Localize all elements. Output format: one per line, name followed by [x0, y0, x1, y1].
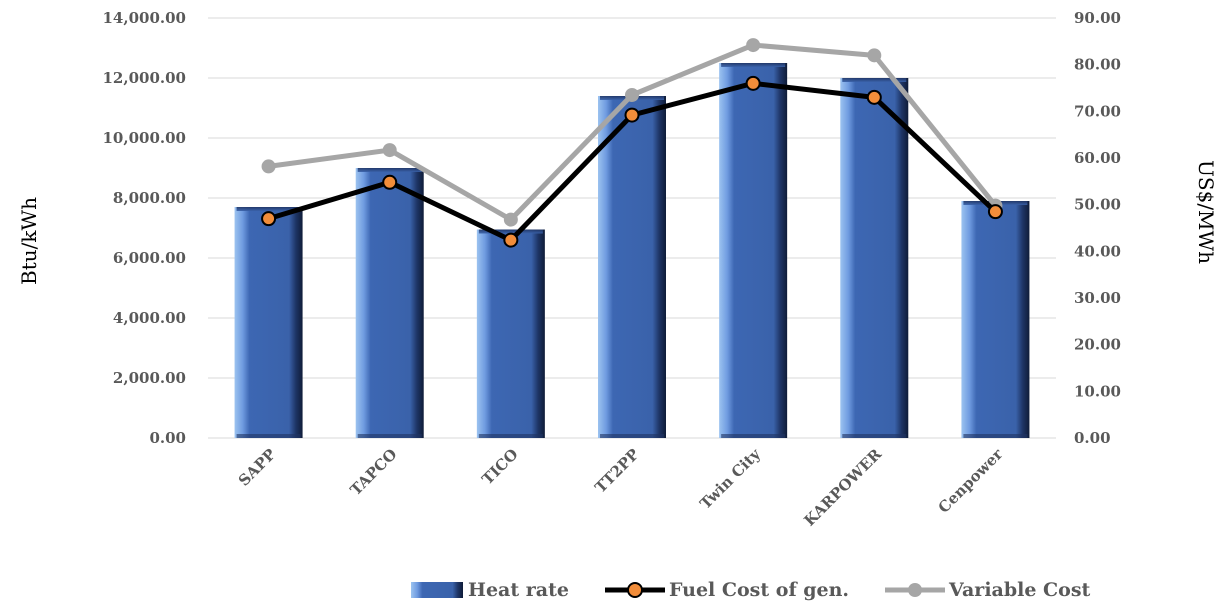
right-tick-label: 90.00: [1074, 9, 1121, 27]
right-tick-label: 60.00: [1074, 149, 1121, 167]
legend-label-heat-rate: Heat rate: [468, 579, 569, 601]
bar-series-heat-rate: [234, 63, 1030, 438]
bar-body: [961, 201, 1030, 438]
bar-body: [840, 78, 909, 438]
fuel-cost-point: [503, 232, 519, 248]
left-axis-title: Btu/kWh: [17, 197, 41, 285]
bar: [234, 207, 303, 438]
variable-cost-point: [382, 143, 397, 158]
category-label: Twin City: [696, 444, 764, 512]
bar: [961, 201, 1030, 438]
legend-label-variable-cost: Variable Cost: [948, 579, 1091, 601]
variable-cost-point: [746, 38, 761, 53]
variable-cost-point: [261, 159, 276, 174]
legend-label-fuel-cost: Fuel Cost of gen.: [669, 579, 849, 601]
category-labels: SAPP TAPCO TICO TT2PP Twin City KARPOWER Cenpo…: [235, 444, 1007, 529]
right-tick-label: 50.00: [1074, 196, 1121, 214]
right-tick-label: 30.00: [1074, 289, 1121, 307]
bar: [476, 229, 545, 438]
category-label: TICO: [478, 445, 521, 488]
fuel-cost-point: [987, 204, 1003, 220]
bar: [840, 78, 909, 438]
bar-base: [721, 434, 786, 438]
bar-cap: [842, 78, 907, 82]
bar: [598, 96, 666, 438]
variable-cost-point: [503, 212, 518, 227]
legend-swatch-heat-rate: [411, 582, 463, 598]
fuel-cost-point: [866, 89, 882, 105]
bar-body: [355, 168, 424, 438]
legend: Heat rate Fuel Cost of gen. Variable Cos…: [411, 579, 1091, 601]
bar-cap: [478, 229, 543, 234]
legend-item-heat-rate: Heat rate: [411, 579, 569, 601]
legend-item-variable-cost: Variable Cost: [885, 579, 1091, 601]
right-axis-title: US$/MWh: [1194, 160, 1218, 264]
bar-body: [234, 207, 303, 438]
fuel-cost-point: [382, 174, 398, 190]
bar-body: [476, 229, 545, 438]
left-tick-label: 14,000.00: [102, 9, 186, 27]
legend-marker-variable-cost: [908, 583, 922, 597]
legend-item-fuel-cost: Fuel Cost of gen.: [605, 579, 849, 601]
bar: [355, 168, 424, 438]
left-tick-label: 4,000.00: [113, 309, 186, 327]
left-tick-label: 0.00: [149, 429, 186, 447]
fuel-cost-point: [261, 211, 277, 227]
category-label: TAPCO: [347, 445, 401, 499]
left-tick-label: 6,000.00: [113, 249, 186, 267]
right-axis-ticks: 0.00 10.00 20.00 30.00 40.00 50.00 60.00 70.00 8…: [1074, 9, 1121, 447]
right-tick-label: 70.00: [1074, 102, 1121, 120]
category-label: TT2PP: [591, 445, 642, 496]
right-tick-label: 20.00: [1074, 336, 1121, 354]
left-tick-label: 2,000.00: [113, 369, 186, 387]
bar-cap: [721, 63, 786, 67]
fuel-cost-point: [624, 107, 640, 123]
category-label: KARPOWER: [801, 445, 886, 530]
bar-base: [963, 434, 1028, 438]
bar: [719, 63, 788, 438]
category-label: Cenpower: [935, 444, 1007, 516]
legend-marker-fuel-cost: [627, 582, 643, 598]
right-tick-label: 80.00: [1074, 56, 1121, 74]
bar-base: [357, 434, 422, 438]
bar-base: [478, 434, 543, 438]
right-tick-label: 40.00: [1074, 242, 1121, 260]
left-tick-label: 8,000.00: [113, 189, 186, 207]
category-label: SAPP: [235, 445, 280, 490]
fuel-cost-point: [745, 75, 761, 91]
bar-body: [598, 96, 666, 438]
bar-base: [600, 434, 664, 438]
bar-cap: [357, 168, 422, 172]
right-tick-label: 10.00: [1074, 382, 1121, 400]
left-tick-label: 10,000.00: [102, 129, 186, 147]
bar-body: [719, 63, 788, 438]
line-series: [261, 38, 1003, 248]
left-axis-ticks: 0.00 2,000.00 4,000.00 6,000.00 8,000.00 10,0…: [102, 9, 186, 447]
bar-cap: [236, 207, 301, 211]
bar-base: [842, 434, 907, 438]
right-tick-label: 0.00: [1074, 429, 1111, 447]
left-tick-label: 12,000.00: [102, 69, 186, 87]
variable-cost-point: [867, 48, 882, 63]
bar-base: [236, 434, 301, 438]
variable-cost-point: [625, 88, 639, 102]
